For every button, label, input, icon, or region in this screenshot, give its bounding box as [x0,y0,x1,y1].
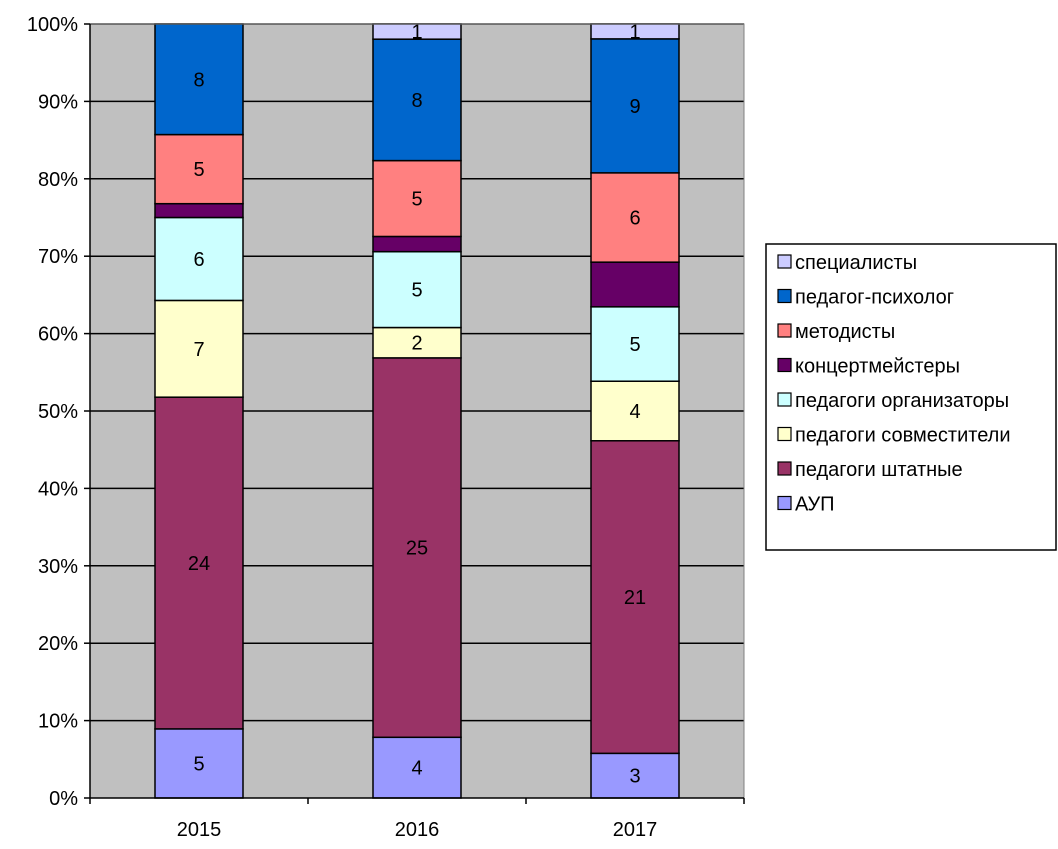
data-label: 21 [624,587,646,609]
data-label: 6 [629,208,640,230]
data-label: 5 [629,334,640,356]
data-label: 4 [411,758,422,780]
legend-label: педагоги совместители [795,425,1011,447]
legend-swatch [777,392,792,407]
bar-segment [154,299,244,398]
bar-segment [590,172,680,263]
y-tick-label: 80% [38,169,78,191]
bar-segment [154,133,244,205]
bar-segment [154,728,244,799]
bar-segment [372,250,462,329]
y-tick-label: 0% [49,788,78,810]
data-label: 5 [411,280,422,302]
legend-swatch [777,323,792,338]
legend-label: педагоги штатные [795,459,963,481]
legend-box [765,243,1057,551]
data-label: 5 [411,189,422,211]
legend-label: методисты [795,321,895,343]
legend-label: АУП [795,494,835,516]
data-label: 25 [406,538,428,560]
bar-segment [590,752,680,799]
bar-segment [372,235,462,253]
y-tick-label: 10% [38,711,78,733]
x-tick-label: 2017 [613,819,658,841]
data-label: 4 [629,401,640,423]
bar-segment [154,23,244,136]
legend-swatch [777,357,792,373]
legend-swatch [777,426,792,442]
legend-label: педагоги организаторы [795,390,1009,412]
bar-segment [154,202,244,219]
axes: 0% 10% 20% 30% 40% 50% 60% 70% 80% 90% 100% 2015 201… [27,14,745,841]
bars [154,23,680,799]
y-tick-label: 100% [27,14,78,36]
data-label: 24 [188,553,210,575]
y-tick-label: 20% [38,633,78,655]
data-label: 5 [193,753,204,775]
data-label: 6 [193,249,204,271]
bar-segment [372,38,462,162]
bar-segment [154,396,244,730]
bar-segment [372,736,462,799]
legend-label: специалисты [795,252,917,274]
y-tick-label: 90% [38,91,78,113]
legend-swatch [777,254,792,269]
data-label: 3 [629,766,640,788]
data-label: 1 [629,21,640,43]
legend-swatch [777,461,792,476]
legend-swatch [777,495,792,511]
data-label: 8 [411,90,422,112]
bar-segment [590,440,680,755]
data-label: 9 [629,96,640,118]
y-tick-label: 70% [38,246,78,268]
bar-segment [590,380,680,442]
data-label: 2 [411,333,422,355]
data-label: 1 [411,22,422,44]
y-tick-label: 30% [38,556,78,578]
x-tick-label: 2015 [177,819,222,841]
legend-label: концертмейстеры [795,356,960,378]
y-tick-label: 40% [38,478,78,500]
bar-segment [590,261,680,308]
data-label: 8 [193,69,204,91]
legend: специалисты педагог-психолог методисты конц… [765,243,1057,551]
data-label: 7 [193,339,204,361]
bar-segment [154,216,244,302]
bar-segment [372,326,462,359]
x-tick-label: 2016 [395,819,440,841]
legend-label: педагог-психолог [795,287,954,309]
bar-segment [372,357,462,739]
legend-swatch [777,288,792,304]
y-tick-label: 50% [38,401,78,423]
bar-segment [590,306,680,382]
y-tick-label: 60% [38,324,78,346]
data-label: 5 [193,159,204,181]
